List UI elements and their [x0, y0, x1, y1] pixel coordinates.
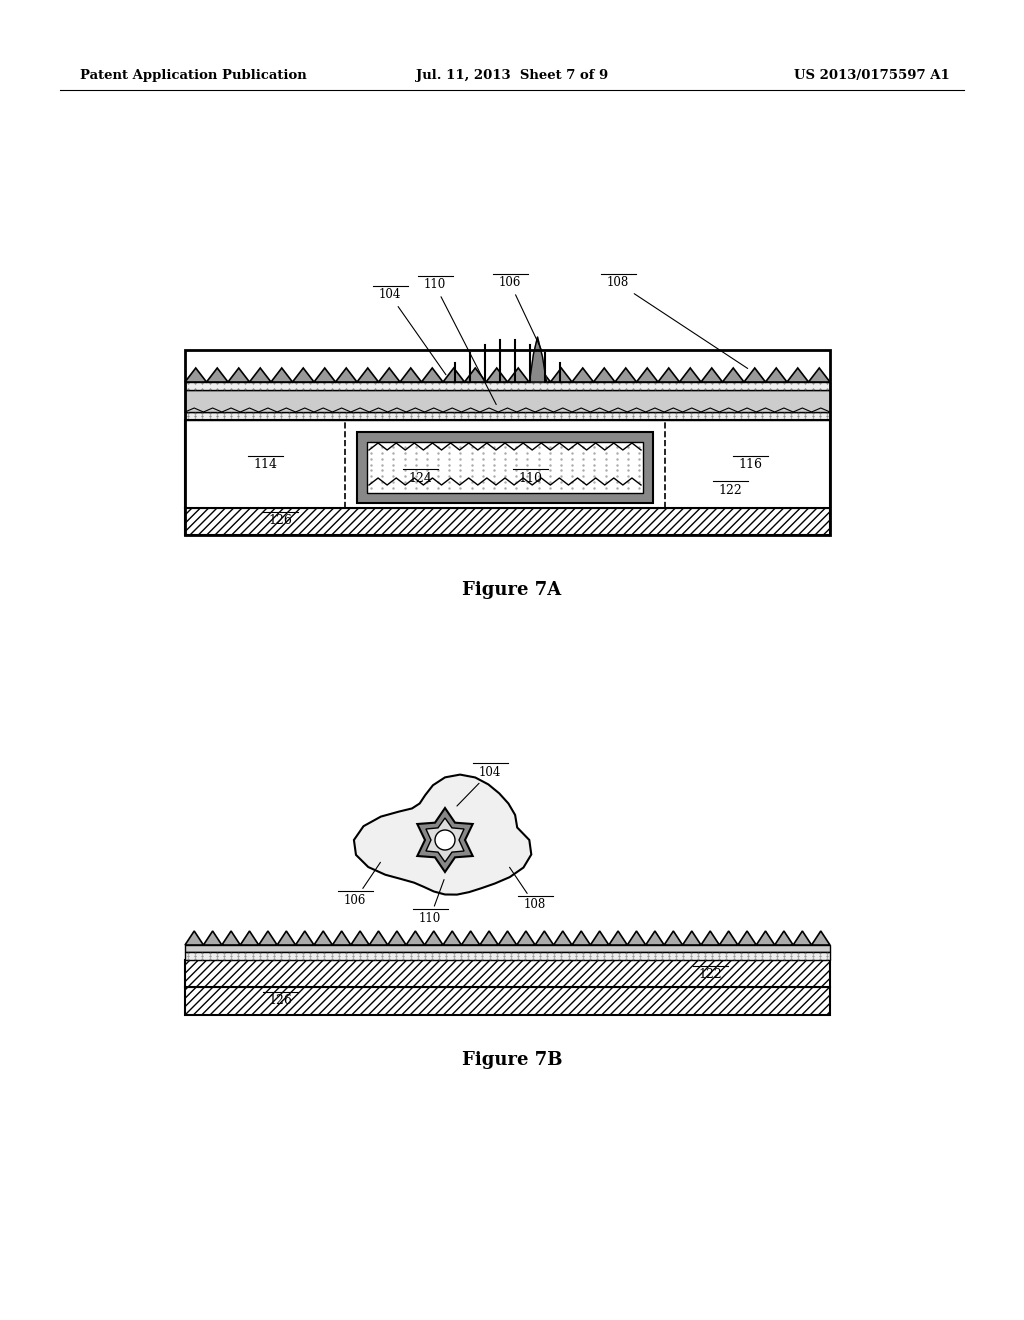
Bar — [357, 432, 653, 503]
Text: 106: 106 — [344, 862, 381, 907]
Bar — [185, 412, 830, 420]
Text: US 2013/0175597 A1: US 2013/0175597 A1 — [795, 69, 950, 82]
Text: 104: 104 — [457, 766, 501, 807]
Bar — [367, 442, 643, 492]
Bar — [185, 420, 830, 508]
Text: 106: 106 — [499, 276, 542, 350]
Polygon shape — [418, 808, 473, 873]
Text: 126: 126 — [268, 515, 292, 528]
Bar — [185, 987, 830, 1015]
Bar — [185, 350, 830, 535]
Text: 108: 108 — [510, 867, 546, 912]
Bar — [185, 508, 830, 535]
Circle shape — [435, 830, 455, 850]
Text: 122: 122 — [698, 969, 722, 982]
Text: Patent Application Publication: Patent Application Publication — [80, 69, 307, 82]
Polygon shape — [529, 337, 547, 381]
Text: Jul. 11, 2013  Sheet 7 of 9: Jul. 11, 2013 Sheet 7 of 9 — [416, 69, 608, 82]
Bar — [345, 420, 665, 508]
Bar — [185, 960, 830, 987]
Text: 116: 116 — [738, 458, 762, 471]
Text: 110: 110 — [419, 879, 444, 924]
Polygon shape — [354, 775, 531, 895]
Text: 110: 110 — [424, 279, 497, 404]
Text: Figure 7B: Figure 7B — [462, 1051, 562, 1069]
Text: Figure 7A: Figure 7A — [463, 581, 561, 599]
Bar — [185, 381, 830, 389]
Polygon shape — [185, 368, 830, 381]
Text: 110: 110 — [518, 471, 542, 484]
Text: 122: 122 — [718, 483, 741, 496]
Text: 114: 114 — [253, 458, 278, 471]
Text: 104: 104 — [379, 289, 445, 375]
Bar — [185, 952, 830, 960]
Text: 124: 124 — [408, 471, 432, 484]
Bar — [185, 389, 830, 412]
Bar — [185, 945, 830, 952]
Bar — [185, 420, 345, 508]
Text: 108: 108 — [607, 276, 748, 368]
Polygon shape — [426, 818, 464, 862]
Bar — [665, 420, 830, 508]
Polygon shape — [185, 931, 830, 945]
Text: 126: 126 — [268, 994, 292, 1007]
